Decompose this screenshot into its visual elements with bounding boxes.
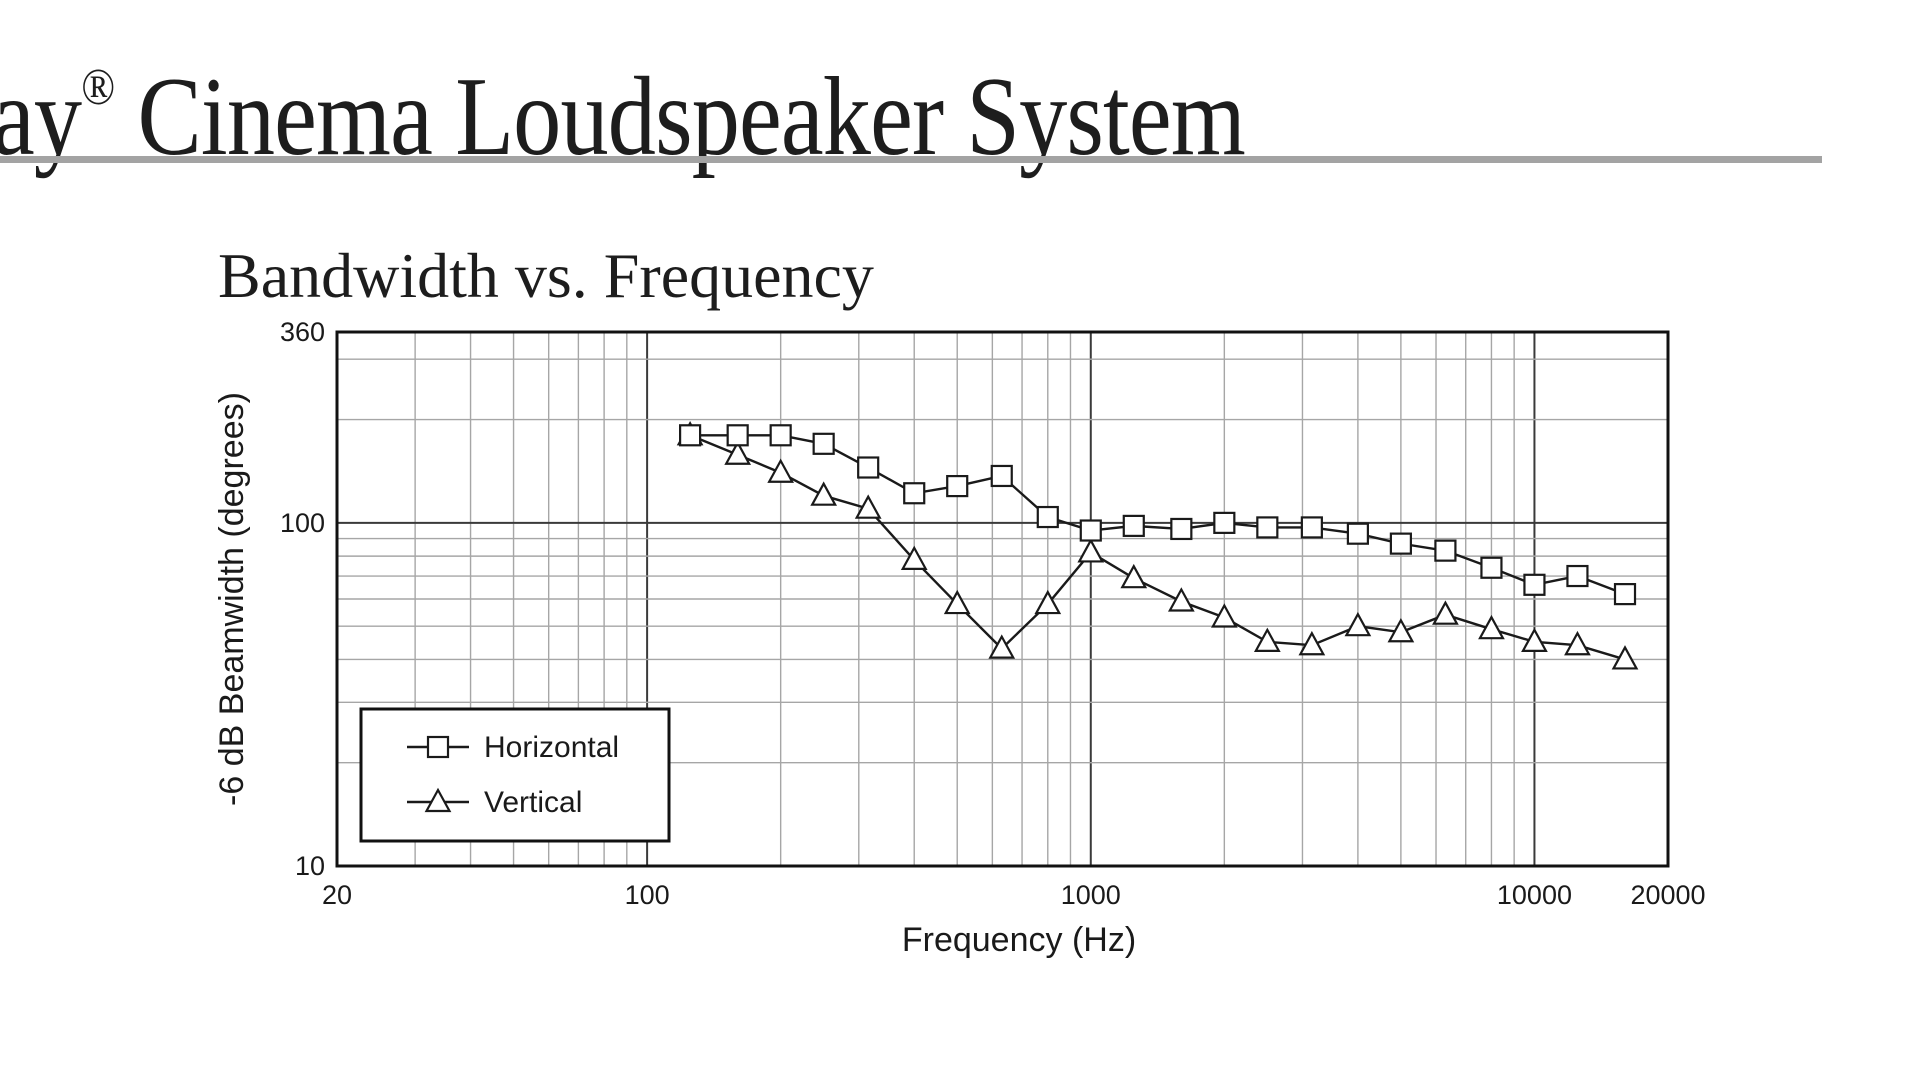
data-point-vertical [988, 634, 1016, 659]
legend: Horizontal Vertical [359, 707, 671, 843]
data-point-horizontal [1036, 505, 1059, 529]
legend-item-horizontal: Horizontal [407, 731, 619, 764]
y-tick-label: 360 [280, 317, 325, 347]
series-horizontal [679, 424, 1637, 606]
data-point-vertical [810, 481, 838, 506]
data-point-vertical [1298, 630, 1326, 656]
grid [337, 332, 1668, 866]
data-point-horizontal [1480, 556, 1503, 579]
legend-box [359, 707, 671, 843]
series-vertical [676, 420, 1639, 670]
legend-marker-vertical [424, 787, 452, 813]
series-line-horizontal [690, 434, 1626, 596]
data-point-horizontal [1079, 519, 1102, 542]
data-point-vertical [724, 440, 752, 465]
registered-mark: ® [81, 59, 115, 116]
data-point-vertical [900, 545, 928, 571]
data-point-vertical [1344, 611, 1372, 637]
data-point-horizontal [769, 424, 792, 447]
data-point-horizontal [1300, 516, 1323, 539]
tick-labels: 20 100 1000 10000 20000 10 100 360 [280, 317, 1706, 910]
x-tick-label: 100 [625, 880, 670, 910]
data-point-horizontal [1523, 573, 1546, 596]
x-tick-label: 10000 [1497, 880, 1572, 910]
legend-label: Vertical [484, 786, 582, 819]
x-tick-label: 1000 [1061, 880, 1121, 910]
data-point-horizontal [1170, 517, 1193, 541]
data-point-horizontal [1256, 516, 1279, 539]
data-point-horizontal [1389, 532, 1412, 555]
x-axis-label: Frequency (Hz) [902, 921, 1136, 959]
data-point-vertical [854, 494, 882, 519]
data-point-horizontal [1613, 583, 1637, 606]
data-point-vertical [767, 458, 795, 483]
data-point-vertical [1478, 614, 1505, 640]
data-point-horizontal [857, 456, 880, 479]
data-point-horizontal [990, 464, 1013, 488]
data-point-horizontal [679, 424, 702, 447]
series-line-vertical [689, 434, 1626, 661]
data-point-vertical [1210, 603, 1238, 628]
data-point-horizontal [1346, 522, 1369, 545]
data-point-vertical [1521, 627, 1548, 652]
data-point-vertical [1167, 587, 1195, 612]
data-point-horizontal [726, 424, 749, 447]
data-point-vertical [1611, 645, 1639, 670]
data-point-horizontal [1566, 564, 1589, 588]
plot-frame [335, 330, 1670, 868]
x-tick-label: 20 [322, 880, 352, 910]
data-point-vertical [1034, 589, 1062, 615]
chart-title: Bandwidth vs. Frequency [218, 240, 874, 311]
legend-item-vertical: Vertical [407, 786, 582, 819]
legend-label: Horizontal [484, 731, 619, 764]
header-rule [0, 156, 1822, 163]
data-point-horizontal [1213, 511, 1236, 534]
y-axis-label: -6 dB Beamwidth (degrees) [213, 392, 251, 806]
data-point-vertical [1387, 617, 1415, 643]
legend-marker-horizontal [426, 735, 450, 759]
data-point-horizontal [903, 482, 926, 505]
data-point-horizontal [946, 474, 969, 498]
series-layer [676, 420, 1639, 670]
x-tick-label: 20000 [1630, 880, 1705, 910]
data-point-vertical [1077, 538, 1105, 563]
data-point-horizontal [1434, 539, 1457, 562]
y-tick-label: 10 [295, 851, 325, 881]
data-point-vertical [1564, 630, 1591, 656]
data-point-vertical [943, 589, 971, 615]
y-tick-label: 100 [280, 508, 325, 538]
data-point-vertical [1253, 627, 1281, 652]
data-point-vertical [1120, 563, 1148, 589]
data-point-horizontal [1122, 514, 1145, 537]
data-point-vertical [1432, 600, 1459, 625]
data-point-horizontal [812, 432, 835, 455]
